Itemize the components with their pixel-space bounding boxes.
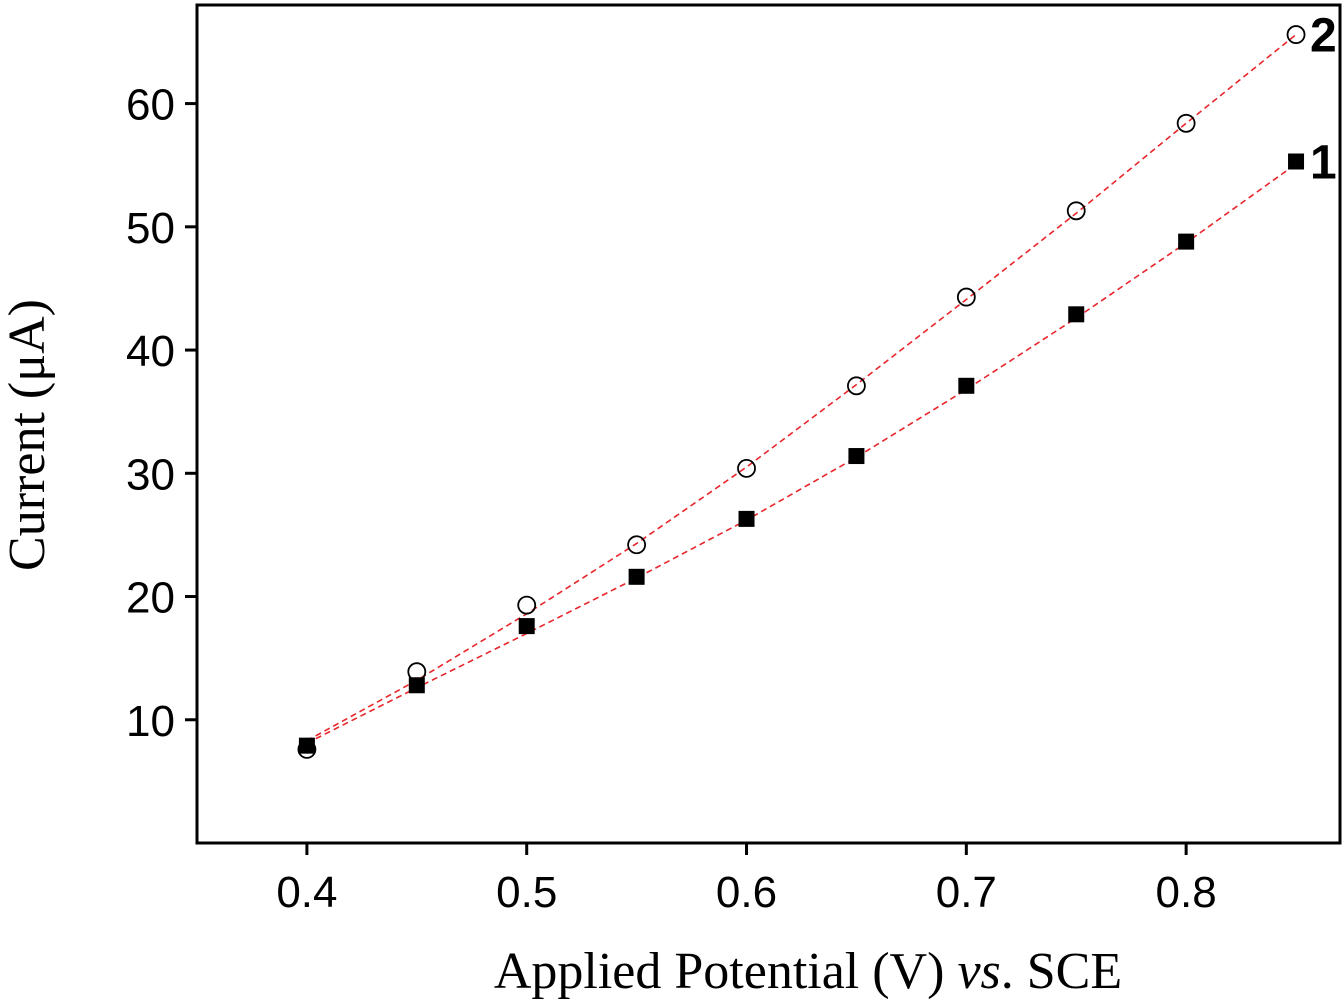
series-1-point xyxy=(518,618,535,635)
series-1-point xyxy=(628,568,645,585)
series-2-point xyxy=(517,595,537,615)
series-label-2: 2 xyxy=(1310,10,1337,63)
y-tick-label: 20 xyxy=(126,574,175,623)
series-2-point xyxy=(1176,113,1196,133)
data-markers xyxy=(297,25,1306,759)
series-2-point xyxy=(1286,25,1306,44)
y-tick-label: 30 xyxy=(126,450,175,499)
y-tick-label: 10 xyxy=(126,697,175,746)
series-1-point xyxy=(738,510,755,527)
series-1-point xyxy=(1288,153,1305,170)
x-axis-title: Applied Potential (V) vs. SCE xyxy=(494,943,1122,1000)
x-tick-label: 0.5 xyxy=(496,868,557,917)
series-1-point xyxy=(848,448,865,465)
y-tick-label: 60 xyxy=(126,81,175,130)
series-2-point xyxy=(737,458,756,478)
y-axis-ticks: 10 20 30 40 50 60 xyxy=(126,81,197,746)
y-tick-label: 50 xyxy=(126,204,175,253)
series-1-point xyxy=(958,377,975,394)
series-2-point xyxy=(847,376,866,396)
series-1-point xyxy=(1178,233,1195,250)
series-2-point xyxy=(956,287,976,307)
plot-frame xyxy=(195,3,1342,845)
x-tick-label: 0.7 xyxy=(936,868,997,917)
fit-lines xyxy=(306,33,1297,744)
x-tick-label: 0.6 xyxy=(716,868,777,917)
y-tick-label: 40 xyxy=(126,327,175,376)
x-tick-label: 0.8 xyxy=(1156,868,1217,917)
fit-line-series-2 xyxy=(306,33,1297,742)
x-axis-ticks: 0.4 0.5 0.6 0.7 0.8 xyxy=(276,843,1217,917)
series-1-point xyxy=(1068,306,1085,323)
series-2-point xyxy=(297,739,317,759)
series-2-point xyxy=(1066,201,1086,221)
series-labels: 12 xyxy=(1310,10,1337,190)
series-2-point xyxy=(407,662,427,682)
y-axis-title: Current (μA) xyxy=(0,299,56,571)
series-1-point xyxy=(408,677,425,694)
series-2-point xyxy=(627,535,647,555)
series-label-1: 1 xyxy=(1310,137,1337,190)
fit-line-series-1 xyxy=(306,163,1297,744)
x-tick-label: 0.4 xyxy=(276,868,337,917)
